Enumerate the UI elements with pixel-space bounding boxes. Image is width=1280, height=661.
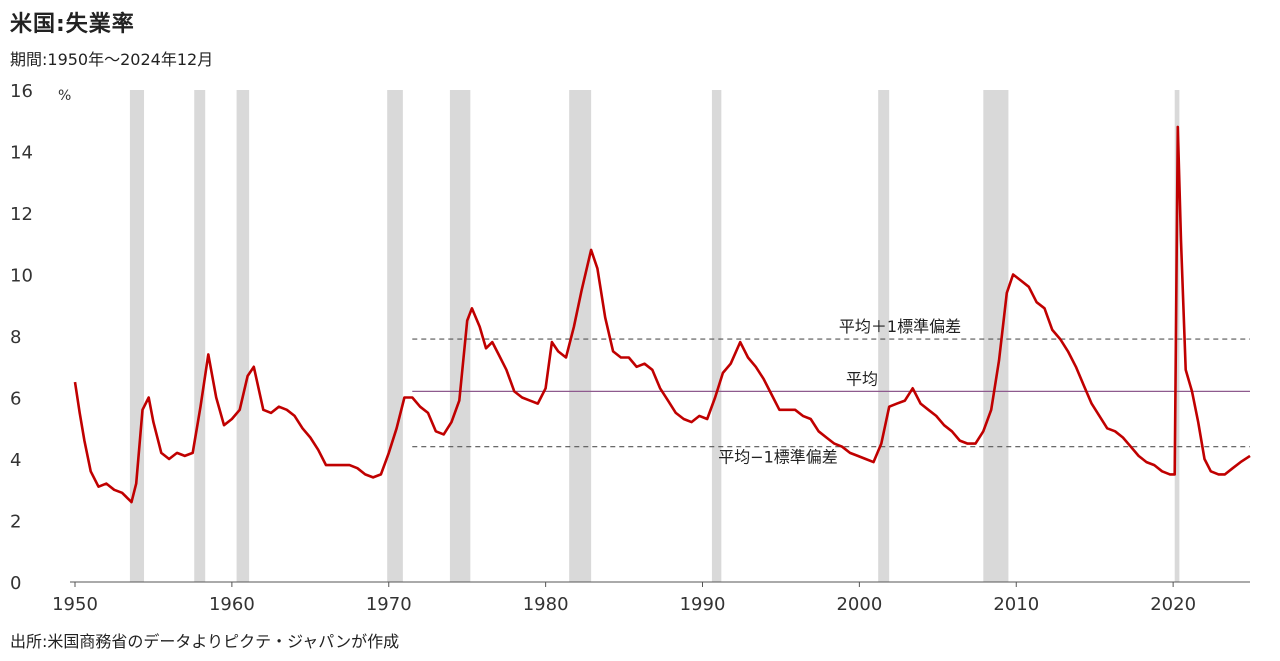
chart-subtitle: 期間:1950年～2024年12月 — [10, 50, 214, 69]
reference-line-label: 平均−1標準偏差 — [718, 448, 838, 467]
x-tick-label: 2000 — [836, 594, 882, 615]
recession-band — [569, 90, 592, 582]
y-tick-label: 14 — [10, 143, 33, 164]
y-unit-label: % — [58, 88, 71, 104]
recession-band — [878, 90, 890, 582]
y-tick-label: 0 — [10, 573, 21, 594]
x-tick-label: 2010 — [993, 594, 1039, 615]
x-tick-label: 1980 — [523, 594, 569, 615]
y-tick-label: 2 — [10, 512, 21, 533]
recession-band — [711, 90, 722, 582]
recession-band — [236, 90, 250, 582]
y-tick-label: 8 — [10, 327, 21, 348]
axes: 0 2 4 6 8 10 12 14 16 1950 1960 1970 1980 1990 2000 201… — [10, 81, 1250, 615]
recession-bands — [129, 90, 1180, 582]
recession-band — [387, 90, 403, 582]
x-tick-label: 1950 — [52, 594, 98, 615]
y-tick-label: 10 — [10, 266, 33, 287]
y-tick-label: 4 — [10, 450, 21, 471]
unemployment-rate-line — [73, 125, 1251, 504]
x-tick-label: 1970 — [366, 594, 412, 615]
recession-band — [129, 90, 145, 582]
recession-band — [449, 90, 471, 582]
reference-line-label: 平均 — [846, 369, 878, 388]
source-note: 出所:米国商務省のデータよりピクテ・ジャパンが作成 — [10, 632, 400, 651]
series-layer — [73, 125, 1251, 504]
x-tick-label: 2020 — [1150, 594, 1196, 615]
y-tick-label: 16 — [10, 81, 33, 102]
y-tick-label: 12 — [10, 204, 33, 225]
x-tick-label: 1990 — [680, 594, 726, 615]
recession-band — [983, 90, 1009, 582]
recession-band — [194, 90, 206, 582]
x-tick-label: 1960 — [209, 594, 255, 615]
y-tick-label: 6 — [10, 389, 21, 410]
chart-title: 米国:失業率 — [10, 12, 135, 37]
reference-line-label: 平均＋1標準偏差 — [839, 317, 961, 336]
